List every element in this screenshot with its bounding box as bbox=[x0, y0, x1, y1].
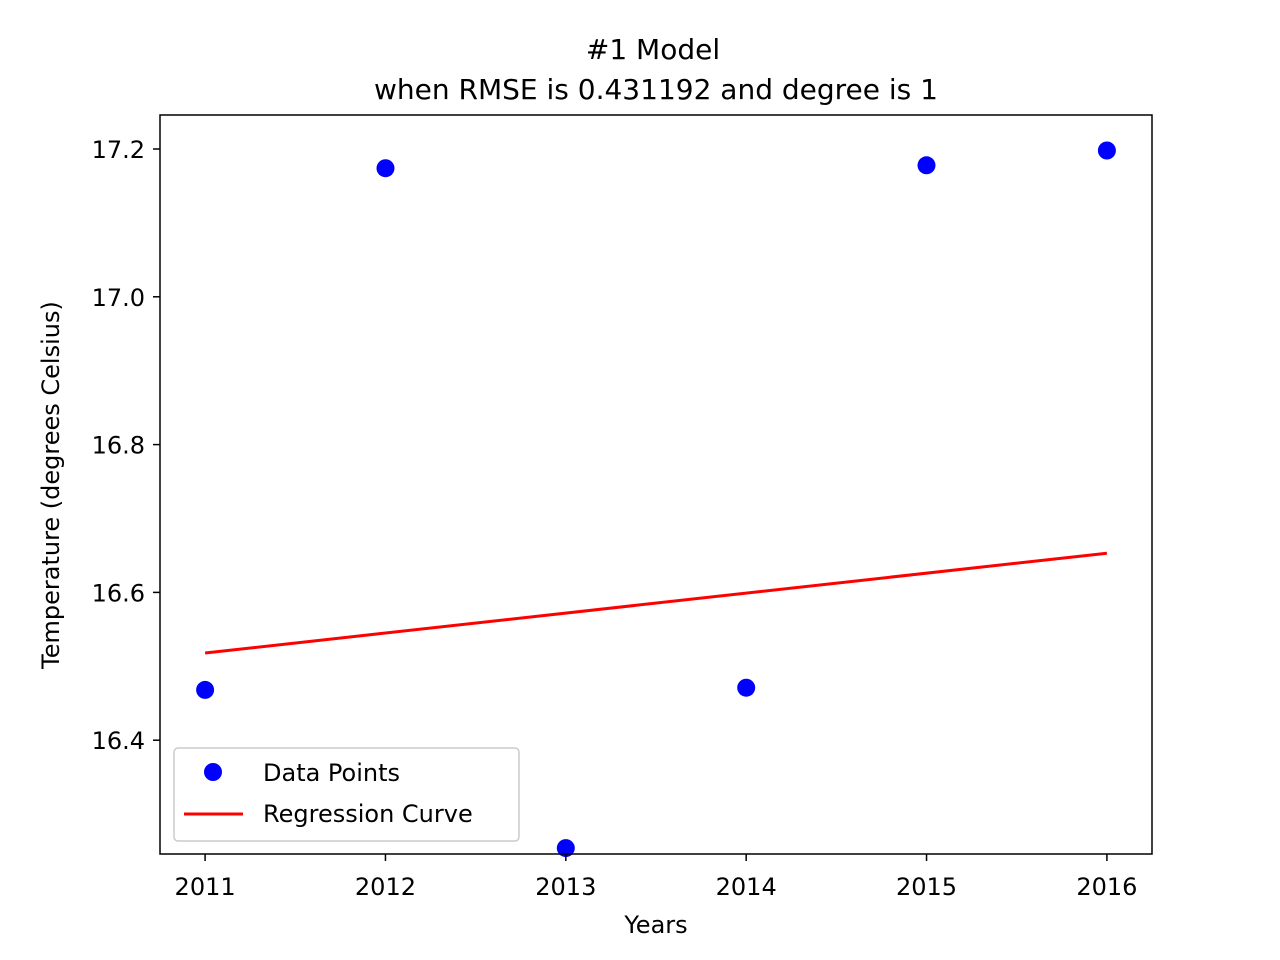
legend-label-regression-curve: Regression Curve bbox=[263, 800, 473, 828]
y-axis-ticks: 16.4 16.6 16.8 17.0 17.2 bbox=[92, 136, 160, 755]
plot-area bbox=[196, 141, 1116, 858]
x-tick-label: 2012 bbox=[355, 873, 416, 901]
x-tick-label: 2014 bbox=[716, 873, 777, 901]
data-point-2013 bbox=[556, 839, 575, 858]
legend-box bbox=[173, 747, 520, 842]
y-tick-label: 16.6 bbox=[92, 579, 145, 607]
x-tick-label: 2016 bbox=[1076, 873, 1137, 901]
data-point-2012 bbox=[376, 159, 395, 178]
y-tick-label: 17.0 bbox=[92, 284, 145, 312]
x-tick-label: 2015 bbox=[896, 873, 957, 901]
data-point-2011 bbox=[196, 680, 215, 699]
data-point-2015 bbox=[917, 156, 936, 175]
plot-frame bbox=[159, 114, 1153, 855]
x-tick-label: 2011 bbox=[175, 873, 236, 901]
y-tick-label: 17.2 bbox=[92, 136, 145, 164]
chart-subtitle: when RMSE is 0.431192 and degree is 1 bbox=[374, 73, 938, 106]
y-axis-label: Temperature (degrees Celsius) bbox=[37, 301, 65, 670]
x-axis-ticks: 2011 2012 2013 2014 2015 2016 bbox=[175, 854, 1137, 901]
chart-title: #1 Model bbox=[586, 33, 720, 66]
x-axis-label: Years bbox=[623, 911, 687, 939]
data-point-2016 bbox=[1097, 141, 1116, 160]
y-tick-label: 16.4 bbox=[92, 727, 145, 755]
legend-marker-data-points bbox=[204, 763, 222, 781]
x-tick-label: 2013 bbox=[535, 873, 596, 901]
legend-label-data-points: Data Points bbox=[263, 759, 400, 787]
data-point-2014 bbox=[737, 678, 756, 697]
legend: Data Points Regression Curve bbox=[173, 747, 520, 842]
regression-curve-line bbox=[204, 551, 1108, 655]
y-tick-label: 16.8 bbox=[92, 432, 145, 460]
